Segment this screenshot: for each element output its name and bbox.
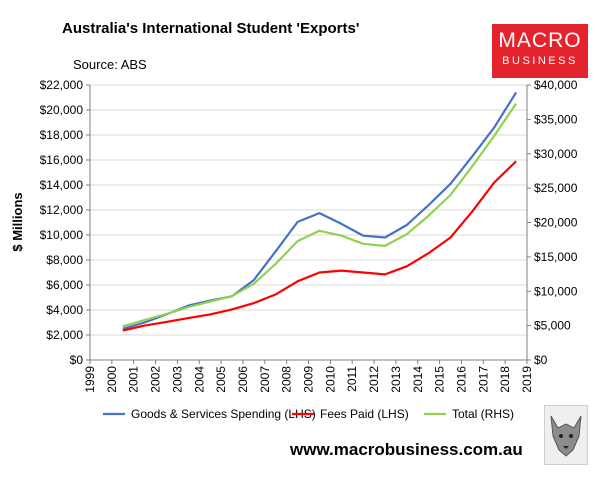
x-tick-label: 2007 [258,366,272,393]
x-tick-label: 2013 [389,366,403,393]
y-tick-label-left: $12,000 [40,203,84,217]
x-tick-label: 2019 [520,366,534,393]
y-tick-label-right: $5,000 [534,319,571,333]
wolf-icon [550,415,582,457]
logo-line-1: MACRO [498,29,582,52]
x-tick-label: 2012 [367,366,381,393]
y-axis-label-left: $ Millions [10,192,25,251]
chart-title: Australia's International Student 'Expor… [62,20,360,37]
x-tick-label: 2011 [345,366,359,392]
y-tick-label-left: $14,000 [40,178,84,192]
y-tick-label-left: $0 [70,353,84,367]
macrobusiness-logo: MACRO BUSINESS [492,24,588,78]
y-tick-label-right: $20,000 [534,216,578,230]
x-tick-label: 2008 [280,366,294,393]
y-tick-label-left: $4,000 [46,303,83,317]
series-lines [122,91,518,332]
legend-label: Fees Paid (LHS) [320,407,409,421]
x-tick-label: 2004 [192,366,206,393]
website-url: www.macrobusiness.com.au [290,440,523,459]
y-tick-label-left: $2,000 [46,328,83,342]
logo-line-2: BUSINESS [502,55,578,67]
y-tick-label-left: $6,000 [46,278,83,292]
y-tick-label-right: $30,000 [534,147,578,161]
x-tick-label: 2014 [411,366,425,393]
y-tick-label-right: $15,000 [534,250,578,264]
y-tick-label-right: $0 [534,353,548,367]
source-label: Source: ABS [73,57,147,72]
wolf-logo-image [544,405,588,465]
series-line [122,102,518,328]
x-tick-label: 2000 [105,366,119,393]
x-tick-label: 2006 [236,366,250,393]
x-tick-label: 2010 [323,366,337,393]
series-line [122,160,517,332]
legend-label: Goods & Services Spending (LHS) [131,407,316,421]
y-tick-label-left: $16,000 [40,153,84,167]
x-tick-label: 2001 [127,366,141,393]
y-tick-label-left: $18,000 [40,128,84,142]
x-tick-label: 2016 [454,366,468,393]
x-tick-label: 1999 [83,366,97,393]
y-tick-label-right: $40,000 [534,78,578,92]
x-tick-label: 2015 [433,366,447,393]
x-tick-label: 2009 [302,366,316,393]
y-tick-label-left: $22,000 [40,78,84,92]
tick-labels: $0 $2,000 $4,000 $6,000 $8,000 $10,000 $12,000… [40,78,578,393]
y-tick-label-left: $10,000 [40,228,84,242]
legend: Goods & Services Spending (LHS) Fees Paid… [103,407,514,421]
x-tick-label: 2018 [498,366,512,393]
y-tick-label-left: $20,000 [40,103,84,117]
series-line [122,91,518,330]
y-tick-label-right: $35,000 [534,112,578,126]
y-tick-label-right: $10,000 [534,284,578,298]
x-tick-label: 2005 [214,366,228,393]
x-tick-label: 2017 [476,366,490,393]
y-tick-label-left: $8,000 [46,253,83,267]
x-tick-label: 2003 [170,366,184,393]
legend-label: Total (RHS) [452,407,514,421]
axes [86,84,531,364]
x-tick-label: 2002 [149,366,163,393]
y-tick-label-right: $25,000 [534,181,578,195]
